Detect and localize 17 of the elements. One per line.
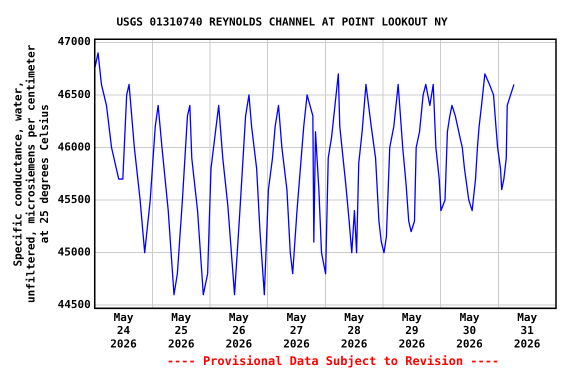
chart-title: USGS 01310740 REYNOLDS CHANNEL AT POINT LOOKOUT NY (116, 15, 448, 28)
x-tick-label: May 28 2026 (340, 310, 368, 350)
x-tick-label: May 29 2026 (398, 310, 426, 350)
y-tick-label: 45000 (58, 246, 91, 259)
x-tick-label: May 30 2026 (456, 310, 484, 350)
y-tick-label: 44500 (58, 298, 91, 312)
y-axis-title: Specific conductance, water, unfiltered, microsiemens per centimeter at 25 degrees Celsius (11, 44, 51, 303)
y-tick-label: 46500 (58, 88, 91, 101)
x-tick-label: May 27 2026 (283, 310, 310, 350)
x-tick-label: May 26 2026 (226, 310, 252, 350)
x-tick-label: May 31 2026 (514, 310, 541, 350)
y-tick-label: 47000 (58, 35, 91, 48)
text: ---- Provisional Data Subject to Revision ---- (166, 354, 500, 368)
y-tick-label: 46000 (58, 140, 91, 154)
y-tick-label: 45500 (58, 192, 91, 206)
x-tick-label: May 25 2026 (168, 310, 195, 350)
x-tick-label: May 24 2026 (110, 310, 138, 350)
